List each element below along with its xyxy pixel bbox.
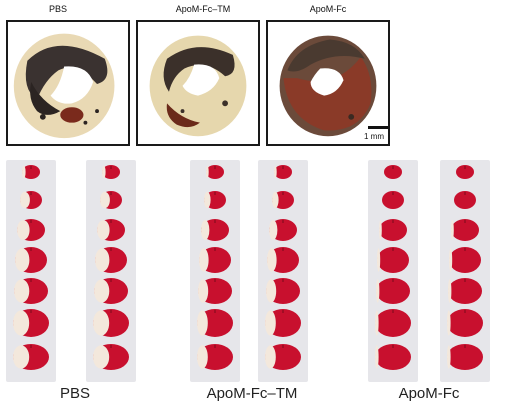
photo-panel-apom-fc — [266, 20, 390, 146]
photo-panel-apom-fc-tm — [136, 20, 260, 146]
brain-section — [206, 165, 224, 179]
brain-section — [94, 278, 128, 304]
brain-strip-pbs-1 — [6, 160, 56, 382]
brain-section — [451, 219, 479, 241]
brain-section — [269, 219, 297, 241]
brain-section — [102, 165, 120, 179]
brain-section — [456, 165, 474, 179]
brain-section — [201, 219, 229, 241]
scale-label: 1 mm — [364, 132, 384, 141]
scale-bar — [368, 126, 388, 129]
group-label-apom-fc: ApoM-Fc — [398, 385, 460, 402]
brain-section — [197, 344, 233, 370]
brain-section — [93, 344, 129, 370]
top-label-apom-fc: ApoM-Fc — [309, 4, 347, 14]
brain-section — [100, 191, 122, 209]
brain-section — [267, 247, 299, 273]
brain-section — [204, 191, 226, 209]
brain-section — [382, 191, 404, 209]
brain-section — [15, 247, 47, 273]
brain-strip-apom-fc-1 — [368, 160, 418, 382]
brain-section — [449, 247, 481, 273]
brain-section — [376, 278, 410, 304]
brain-section — [375, 344, 411, 370]
brain-section — [197, 309, 233, 337]
brain-section — [97, 219, 125, 241]
brain-section — [13, 344, 49, 370]
brain-section — [448, 278, 482, 304]
brain-section — [377, 247, 409, 273]
brain-section — [199, 247, 231, 273]
group-label-pbs: PBS — [59, 385, 90, 402]
brain-section — [274, 165, 292, 179]
brain-section — [265, 344, 301, 370]
top-label-pbs: PBS — [48, 4, 67, 14]
brain-section — [14, 278, 48, 304]
brain-section — [95, 247, 127, 273]
brain-strip-pbs-2 — [86, 160, 136, 382]
brain-section — [384, 165, 402, 179]
brain-section — [93, 309, 129, 337]
brain-section — [379, 219, 407, 241]
brain-section — [13, 309, 49, 337]
brain-section — [20, 191, 42, 209]
group-label-apom-fc-tm: ApoM-Fc–TM — [206, 385, 298, 402]
brain-strip-apom-fc-2 — [440, 160, 490, 382]
brain-section — [272, 191, 294, 209]
brain-section — [22, 165, 40, 179]
top-label-apom-fc-tm: ApoM-Fc–TM — [175, 4, 231, 14]
brain-strip-apom-fc-tm-1 — [190, 160, 240, 382]
photo-panel-pbs — [6, 20, 130, 146]
brain-section — [375, 309, 411, 337]
brain-section — [447, 309, 483, 337]
brain-section — [265, 309, 301, 337]
brain-strip-apom-fc-tm-2 — [258, 160, 308, 382]
brain-section — [447, 344, 483, 370]
brain-section — [266, 278, 300, 304]
brain-section — [198, 278, 232, 304]
brain-section — [17, 219, 45, 241]
brain-section — [454, 191, 476, 209]
